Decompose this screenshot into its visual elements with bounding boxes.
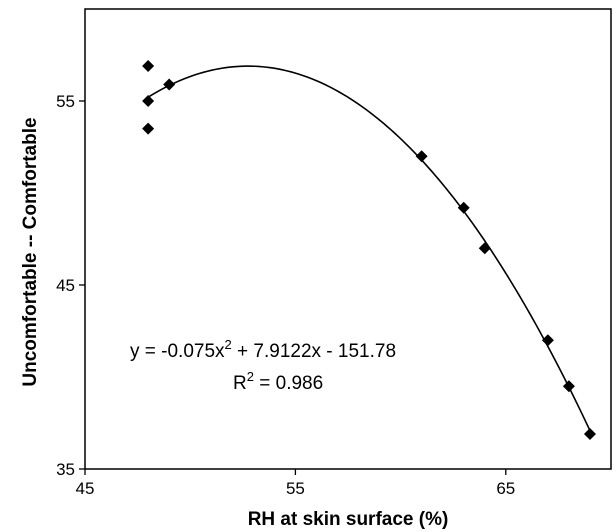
- x-tick-label: 55: [286, 479, 305, 498]
- x-tick-label: 65: [496, 479, 515, 498]
- data-points: [142, 60, 596, 441]
- y-tick-label: 45: [56, 276, 75, 295]
- data-point-marker: [142, 95, 155, 107]
- y-axis-ticks: 35 45 55: [56, 92, 85, 479]
- y-tick-label: 35: [56, 460, 75, 479]
- y-axis-title: Uncomfortable -- Comfortable: [20, 117, 41, 386]
- r-squared-label: R2 = 0.986: [233, 369, 323, 394]
- data-point-marker: [163, 78, 176, 91]
- x-axis-ticks: 45 55 65: [76, 469, 515, 498]
- data-point-marker: [562, 380, 575, 393]
- data-point-marker: [457, 201, 470, 214]
- trendline-equation: y = -0.075x2 + 7.9122x - 151.78: [130, 337, 396, 362]
- trendline: [147, 65, 591, 431]
- data-point-marker: [541, 334, 554, 347]
- plot-area-frame: [84, 8, 612, 470]
- data-point-marker: [478, 242, 491, 255]
- data-point-marker: [415, 150, 428, 163]
- data-point-marker: [142, 60, 155, 73]
- x-tick-label: 45: [76, 479, 95, 498]
- y-tick-label: 55: [56, 92, 75, 111]
- data-point-marker: [583, 428, 596, 441]
- data-point-marker: [142, 122, 155, 135]
- x-axis-title: RH at skin surface (%): [248, 509, 449, 530]
